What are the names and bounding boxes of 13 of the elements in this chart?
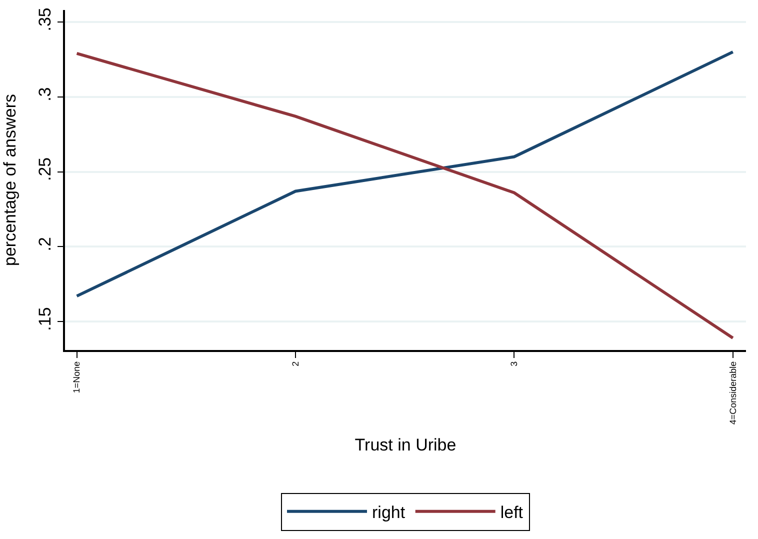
x-axis-title: Trust in Uribe bbox=[354, 436, 456, 455]
x-tick-label: 4=Considerable bbox=[728, 361, 738, 425]
y-tick-label: .35 bbox=[35, 8, 54, 32]
y-tick-label: .2 bbox=[35, 237, 54, 252]
legend-label: left bbox=[500, 502, 524, 522]
x-tick-label: 2 bbox=[290, 361, 300, 366]
x-tick-label: 1=None bbox=[72, 361, 82, 394]
x-tick-label: 3 bbox=[509, 361, 520, 366]
y-tick-label: .25 bbox=[35, 157, 54, 182]
legend-label: right bbox=[372, 502, 406, 522]
y-axis-title: percentage of answers bbox=[0, 94, 20, 266]
y-tick-label: .15 bbox=[35, 307, 54, 331]
y-tick-label: .3 bbox=[35, 87, 54, 102]
